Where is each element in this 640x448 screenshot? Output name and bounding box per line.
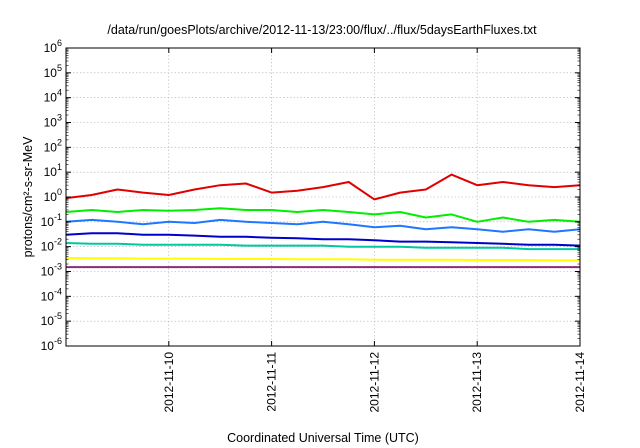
y-tick-label: 10-1	[41, 212, 62, 229]
y-tick-labels: 10-6 10-5 10-4 10-3 10-2 10-1 100 101 102 103 104 1…	[41, 38, 62, 353]
y-axis-label: protons/cm²-s-sr-MeV	[21, 136, 35, 258]
axis-ticks	[66, 47, 581, 347]
y-tick-label: 10-3	[41, 262, 62, 279]
series-line	[65, 242, 580, 251]
series-layer	[65, 173, 581, 269]
grid	[66, 48, 580, 346]
x-tick-label: 2012-11-11	[265, 352, 279, 412]
series-line	[65, 218, 581, 233]
series-line	[65, 173, 581, 201]
y-tick-label: 10-6	[41, 336, 62, 353]
x-tick-label: 2012-11-10	[162, 352, 176, 413]
y-tick-label: 100	[44, 187, 62, 204]
x-tick-labels: 2012-11-10 2012-11-11 2012-11-12 2012-11-13…	[162, 352, 587, 413]
y-tick-label: 105	[44, 63, 62, 80]
y-tick-label: 101	[44, 162, 62, 179]
x-tick-label: 2012-11-12	[367, 352, 381, 413]
y-tick-label: 103	[44, 113, 62, 130]
y-tick-label: 10-5	[41, 311, 62, 328]
chart-title: /data/run/goesPlots/archive/2012-11-13/2…	[107, 23, 537, 37]
y-tick-label: 10-2	[41, 237, 62, 254]
y-tick-label: 106	[44, 38, 62, 55]
x-tick-label: 2012-11-14	[573, 352, 587, 413]
series-line	[65, 257, 580, 262]
y-tick-label: 102	[44, 137, 62, 154]
y-tick-label: 104	[44, 88, 62, 105]
x-axis-label: Coordinated Universal Time (UTC)	[227, 431, 419, 445]
y-tick-label: 10-4	[41, 286, 62, 303]
series-line	[65, 232, 581, 247]
x-tick-label: 2012-11-13	[470, 352, 484, 413]
series-line	[65, 207, 581, 223]
